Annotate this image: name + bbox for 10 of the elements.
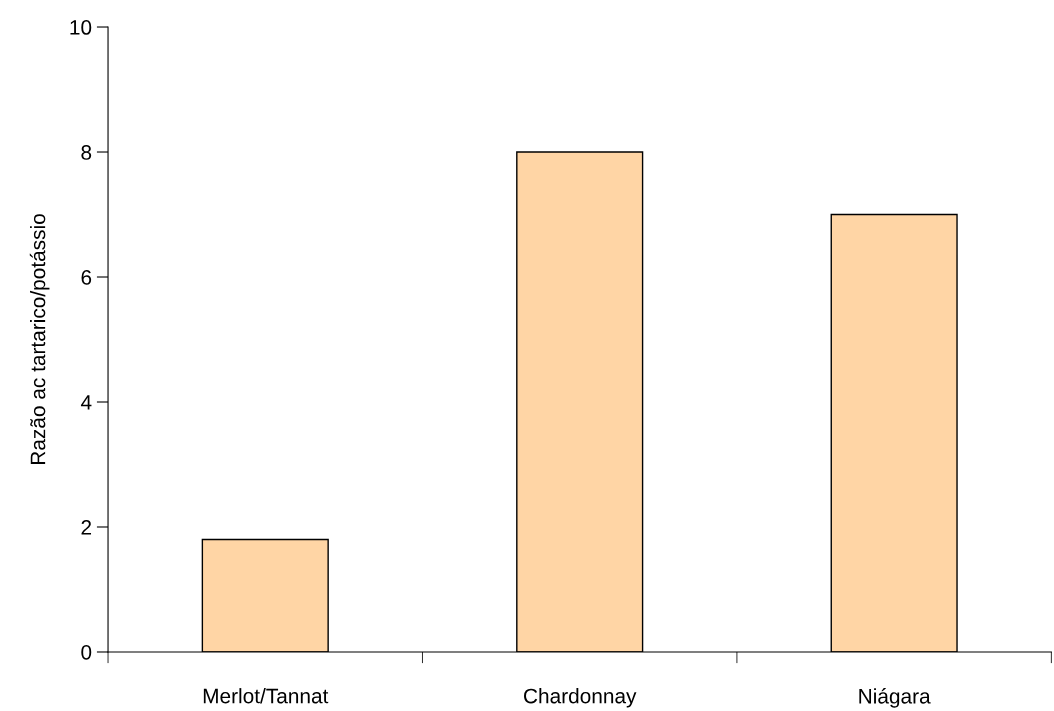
y-tick-label: 6 [81, 270, 92, 285]
y-tick-label: 10 [70, 20, 92, 35]
y-tick-label: 8 [81, 145, 92, 160]
x-tick-label: Chardonnay [524, 688, 637, 708]
y-tick-label: 4 [80, 395, 92, 410]
y-tick-label: 2 [81, 519, 92, 535]
y-tick-label: 0 [81, 644, 92, 660]
y-axis-title: Razão ac tartarico/potássio [29, 214, 50, 465]
x-tick-label: Merlot/Tannat [203, 688, 329, 704]
x-tick-label: Niágara [859, 688, 931, 708]
